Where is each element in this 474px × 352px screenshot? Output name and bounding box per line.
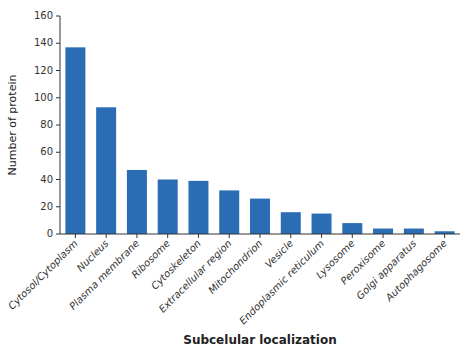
bar (373, 229, 393, 234)
bar (404, 229, 424, 234)
x-axis-label: Subcelular localization (183, 333, 337, 347)
bar (158, 180, 178, 235)
y-tick (56, 70, 60, 71)
chart-container: 0 20 40 60 80 100 120 140 160 Cytosol/Cytoplasm Nu… (0, 0, 474, 352)
x-tick (413, 234, 414, 238)
bar (219, 190, 239, 234)
chart-svg: 0 20 40 60 80 100 120 140 160 Cytosol/Cytoplasm Nu… (0, 0, 474, 352)
y-tick (56, 179, 60, 180)
y-tick-label: 100 (34, 92, 53, 103)
x-tick-label: Cytosol/Cytoplasm (6, 237, 80, 311)
x-tick (260, 234, 261, 238)
y-axis-label: Number of protein (6, 75, 19, 176)
x-tick (198, 234, 199, 238)
y-tick-label: 20 (40, 201, 53, 212)
y-tick (56, 97, 60, 98)
x-tick (136, 234, 137, 238)
x-tick (229, 234, 230, 238)
bar (312, 214, 332, 234)
bars (65, 47, 454, 234)
axes: 0 20 40 60 80 100 120 140 160 Cytosol/Cytoplasm Nu… (6, 10, 460, 326)
x-tick (321, 234, 322, 238)
y-tick-label: 60 (40, 146, 53, 157)
y-tick-label: 80 (40, 119, 53, 130)
y-tick (56, 16, 60, 17)
y-tick (56, 152, 60, 153)
x-tick (444, 234, 445, 238)
x-tick (290, 234, 291, 238)
y-tick (56, 43, 60, 44)
y-tick-label: 40 (40, 174, 53, 185)
bar (342, 223, 362, 234)
y-tick (56, 234, 60, 235)
x-tick-label: Endoplasmic reticulum (237, 237, 326, 326)
bar (281, 212, 301, 234)
bar (188, 181, 208, 234)
x-tick-label: Mitochondrion (206, 238, 264, 296)
y-tick-label: 160 (34, 10, 53, 21)
y-tick-label: 0 (47, 228, 53, 239)
y-tick (56, 206, 60, 207)
bar (250, 199, 270, 234)
x-tick (106, 234, 107, 238)
x-tick (75, 234, 76, 238)
y-tick-label: 120 (34, 65, 53, 76)
x-tick (167, 234, 168, 238)
y-tick-label: 140 (34, 37, 53, 48)
x-tick (383, 234, 384, 238)
bar (127, 170, 147, 234)
x-tick (352, 234, 353, 238)
y-tick (56, 125, 60, 126)
bar (96, 107, 116, 234)
x-tick-label: Autophagosome (383, 238, 449, 304)
bar (65, 47, 85, 234)
